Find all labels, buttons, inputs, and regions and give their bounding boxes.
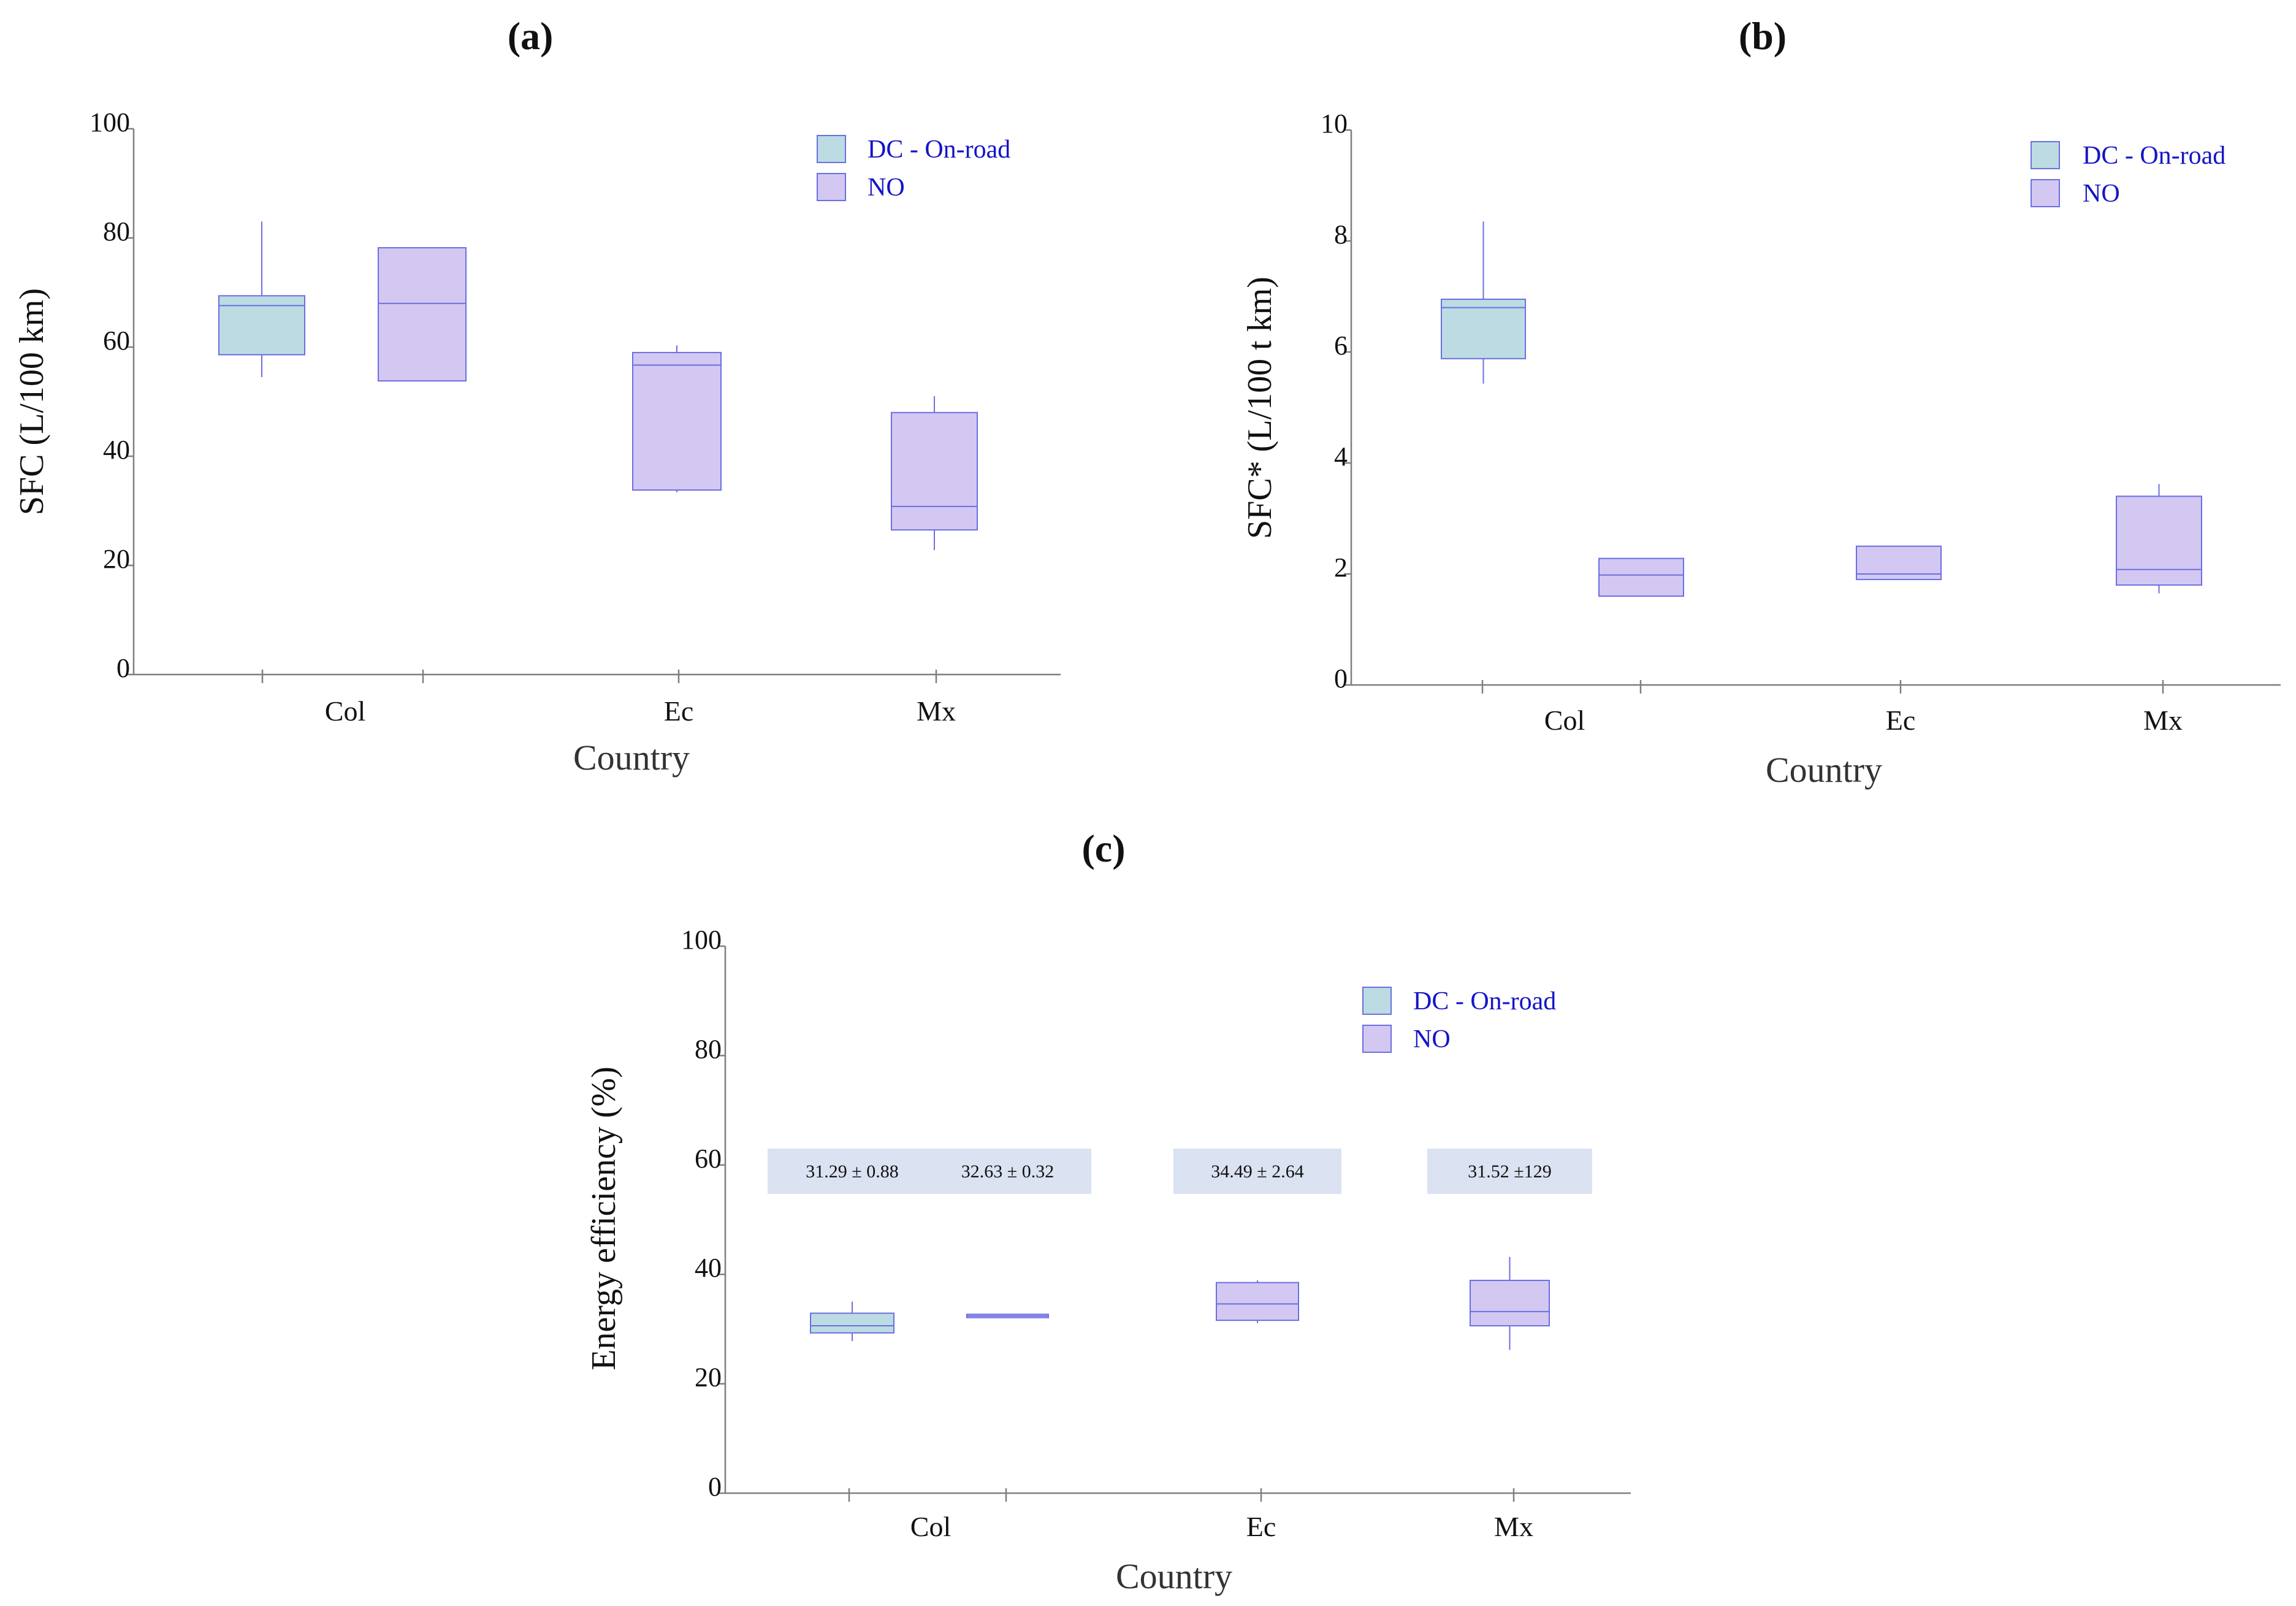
y-tick-label: 4 (1334, 442, 1348, 472)
y-tick-label: 40 (103, 435, 130, 465)
box-iqr (891, 411, 978, 531)
y-tick-label: 60 (103, 326, 130, 356)
box-col-no (1598, 557, 1684, 597)
chart-panel-c: (c) 0 20 40 60 80 100 Col Ec Mx Country Energy effi… (585, 827, 1631, 1596)
annotation-label: 31.29 ± 0.88 (806, 1161, 898, 1182)
legend-label: NO (1413, 1025, 1451, 1053)
annotation: 32.63 ± 0.32 (924, 1149, 1091, 1194)
y-tick-label: 100 (90, 107, 130, 137)
legend-swatch-dc (817, 135, 846, 163)
box-iqr (1441, 299, 1526, 359)
y-tick-label: 40 (695, 1253, 722, 1283)
x-tick-label: Ec (664, 695, 694, 727)
x-tick-label: Col (910, 1511, 951, 1542)
box-iqr (378, 247, 467, 382)
panel-label: (b) (1739, 14, 1787, 58)
annotation-box (924, 1149, 1091, 1194)
box-iqr (2116, 495, 2202, 586)
x-axis-title: Country (1766, 750, 1882, 790)
box-ec-no (1856, 545, 1942, 581)
annotation-label: 34.49 ± 2.64 (1211, 1161, 1303, 1182)
y-tick-label: 0 (116, 653, 130, 683)
legend-label: DC - On-road (2083, 142, 2225, 170)
x-axis-title: Country (1116, 1556, 1232, 1596)
y-tick-label: 8 (1334, 220, 1348, 250)
y-tick-label: 60 (695, 1144, 722, 1174)
box-iqr (1470, 1280, 1550, 1327)
legend-swatch-no (2031, 179, 2060, 207)
y-tick-label: 0 (1334, 663, 1348, 694)
box-col-dc (1441, 221, 1526, 384)
annotation: 31.52 ±129 (1427, 1149, 1592, 1194)
y-axis-title: Energy efficiency (%) (585, 1066, 623, 1370)
legend-label: DC - On-road (1413, 987, 1556, 1015)
legend: DC - On-road NO (817, 135, 1010, 202)
y-tick-label: 0 (708, 1472, 722, 1502)
legend-swatch-no (1362, 1025, 1392, 1053)
x-tick-label: Ec (1886, 705, 1916, 736)
box-mx-no (891, 396, 978, 551)
y-tick-label: 2 (1334, 553, 1348, 583)
legend: DC - On-road NO (2031, 141, 2225, 208)
box-ec-no (1216, 1280, 1299, 1323)
legend-swatch-no (817, 173, 846, 201)
x-tick-label: Col (1544, 705, 1585, 736)
y-axis-title: SFC* (L/100 t km) (1241, 277, 1279, 539)
box-col-dc (218, 221, 305, 377)
x-tick-label: Col (325, 695, 365, 727)
chart-panel-b: (b) 0 2 4 6 8 10 Col Ec Mx Country SFC* (L/100 t km… (1241, 14, 2281, 790)
annotation-box (768, 1149, 937, 1194)
box-col-no (378, 247, 467, 382)
legend-swatch-dc (1362, 987, 1392, 1015)
legend-label: DC - On-road (868, 136, 1010, 164)
y-tick-label: 20 (695, 1363, 722, 1393)
x-axis-title: Country (573, 738, 690, 778)
box-ec-no (632, 345, 722, 492)
y-tick-label: 80 (695, 1034, 722, 1064)
panel-label: (a) (508, 14, 554, 58)
y-axis-title: SFC (L/100 km) (13, 288, 51, 515)
y-tick-label: 10 (1321, 109, 1348, 139)
x-tick-label: Mx (917, 695, 956, 727)
box-mx-no (1470, 1256, 1550, 1350)
box-iqr (632, 351, 722, 491)
y-tick-label: 20 (103, 544, 130, 574)
y-tick-label: 100 (681, 925, 722, 955)
y-tick-label: 6 (1334, 331, 1348, 361)
box-iqr (218, 295, 305, 356)
box-col-no (966, 1313, 1049, 1318)
annotation: 34.49 ± 2.64 (1173, 1149, 1341, 1194)
legend: DC - On-road NO (1362, 987, 1556, 1053)
x-tick-label: Mx (1494, 1511, 1533, 1542)
annotation-label: 31.52 ±129 (1468, 1161, 1551, 1182)
legend-label: NO (868, 174, 905, 202)
chart-panel-a: (a) 0 20 40 60 80 100 Col Ec Mx Country SFC (L/100 … (13, 14, 1061, 778)
annotation-box (1173, 1149, 1341, 1194)
x-tick-label: Ec (1246, 1511, 1276, 1542)
box-iqr (1598, 557, 1684, 597)
box-col-dc (810, 1301, 894, 1342)
legend-swatch-dc (2031, 141, 2060, 169)
annotation: 31.29 ± 0.88 (768, 1149, 937, 1194)
y-tick-label: 80 (103, 216, 130, 247)
panel-label: (c) (1081, 827, 1125, 870)
annotation-box (1427, 1149, 1592, 1194)
box-iqr (810, 1312, 894, 1334)
annotation-label: 32.63 ± 0.32 (961, 1161, 1054, 1182)
box-iqr (1216, 1282, 1299, 1321)
legend-label: NO (2083, 180, 2120, 208)
box-mx-no (2116, 484, 2202, 594)
x-tick-label: Mx (2143, 705, 2183, 736)
